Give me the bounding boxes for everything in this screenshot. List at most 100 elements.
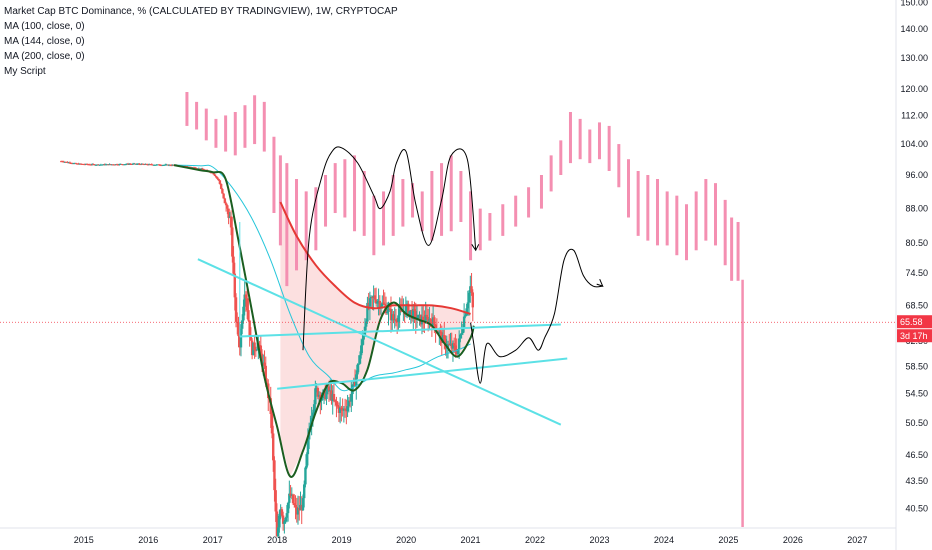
candle-body	[238, 336, 241, 348]
candle-body	[378, 300, 382, 308]
candle-body	[113, 164, 116, 166]
candle-body	[455, 350, 458, 354]
candle-body	[316, 387, 320, 397]
candle-body	[105, 164, 109, 166]
candle-body	[433, 317, 436, 325]
candle-body	[422, 316, 425, 322]
candle-body	[371, 296, 374, 298]
candle-body	[72, 163, 75, 165]
candle-body	[389, 309, 393, 321]
candle-body	[276, 527, 280, 537]
candle-body	[130, 164, 134, 166]
candle-body	[331, 393, 334, 401]
y-tick-label: 96.00	[905, 170, 928, 180]
candle-body	[304, 467, 307, 485]
candle-body	[270, 414, 274, 434]
x-tick-label: 2020	[396, 535, 416, 545]
candle-body	[376, 301, 379, 304]
candle-body	[151, 164, 155, 166]
candle-body	[118, 164, 121, 166]
candle-body	[369, 296, 373, 299]
candle-body	[284, 517, 287, 522]
legend-script[interactable]: My Script	[4, 66, 46, 77]
candle-body	[392, 314, 395, 321]
candle-body	[457, 338, 461, 350]
y-tick-label: 112.00	[901, 110, 928, 120]
y-tick-label: 88.00	[905, 204, 928, 214]
candle-body	[162, 164, 166, 166]
candle-body	[459, 334, 462, 339]
candle-body	[461, 328, 465, 334]
candle-body	[255, 349, 259, 351]
candle-body	[263, 362, 266, 366]
candle-body	[117, 164, 120, 166]
candle-body	[148, 164, 151, 166]
candle-body	[413, 309, 416, 312]
candle-body	[226, 205, 229, 209]
candle-body	[428, 319, 431, 324]
candle-body	[193, 167, 197, 169]
candle-body	[333, 399, 337, 402]
candle-body	[342, 408, 346, 411]
candle-body	[286, 502, 290, 514]
candle-body	[352, 380, 355, 385]
candle-body	[197, 168, 201, 170]
candle-body	[224, 203, 228, 206]
candle-body	[253, 342, 256, 351]
candle-body	[138, 163, 141, 165]
y-tick-label: 140.00	[900, 24, 928, 34]
drawing-path-high	[302, 146, 477, 351]
candle-body	[265, 382, 269, 384]
y-tick-label: 43.50	[905, 476, 928, 486]
price-tag-bg	[897, 315, 932, 329]
candle-body	[108, 164, 111, 166]
candle-body	[244, 294, 248, 299]
candle-body	[410, 310, 414, 319]
candle-body	[155, 164, 158, 166]
candle-body	[122, 164, 125, 166]
candle-body	[470, 286, 473, 293]
legend-ma100[interactable]: MA (100, close, 0)	[4, 21, 85, 32]
candle-body	[153, 164, 156, 166]
candle-body	[288, 493, 291, 503]
candle-body	[272, 433, 275, 461]
ma100-line	[173, 164, 475, 478]
legend-ma200[interactable]: MA (200, close, 0)	[4, 51, 85, 62]
candle-body	[89, 164, 93, 166]
candle-body	[346, 406, 349, 412]
candle-body	[93, 164, 96, 166]
candle-body	[312, 404, 316, 413]
candle-body	[351, 384, 354, 395]
candle-body	[107, 164, 110, 166]
candle-body	[258, 345, 261, 347]
y-tick-label: 130.00	[900, 53, 928, 63]
candle-body	[169, 164, 172, 166]
candle-body	[374, 299, 378, 304]
x-tick-label: 2017	[203, 535, 223, 545]
candle-body	[243, 294, 246, 307]
candle-body	[347, 400, 351, 407]
candle-body	[126, 163, 130, 165]
candle-body	[305, 454, 308, 468]
candle-body	[279, 509, 282, 516]
legend-ma144[interactable]: MA (144, close, 0)	[4, 36, 85, 47]
candle-body	[88, 164, 91, 166]
candle-body	[452, 343, 456, 346]
ma200-line	[173, 164, 471, 392]
candle-body	[73, 163, 77, 165]
legend-title[interactable]: Market Cap BTC Dominance, % (CALCULATED …	[4, 6, 398, 17]
candle-body	[227, 208, 230, 218]
candle-body	[449, 343, 452, 345]
y-tick-label: 46.50	[905, 450, 928, 460]
candle-body	[296, 508, 300, 515]
candle-body	[154, 164, 157, 166]
y-tick-label: 74.50	[905, 268, 928, 278]
candle-body	[408, 311, 411, 316]
candle-body	[367, 302, 370, 307]
x-tick-label: 2021	[461, 535, 481, 545]
candle-body	[67, 162, 70, 164]
candle-body	[83, 164, 86, 166]
candle-body	[229, 216, 233, 228]
